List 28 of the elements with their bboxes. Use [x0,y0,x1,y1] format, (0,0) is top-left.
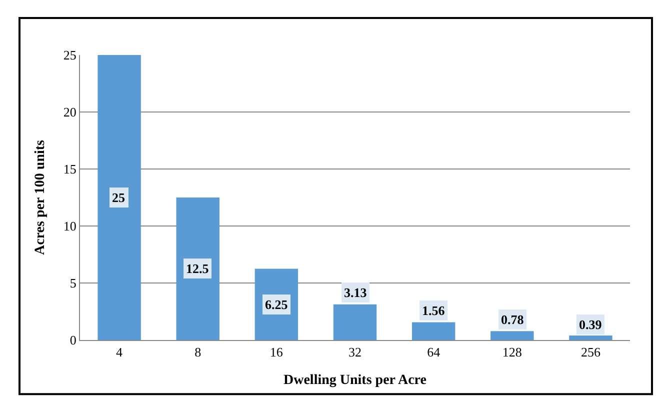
data-label: 25 [112,190,126,205]
x-tick-label: 256 [580,344,601,360]
bar [490,331,534,340]
data-label: 12.5 [186,261,210,276]
x-axis-title: Dwelling Units per Acre [284,372,426,388]
y-tick-label: 10 [63,218,76,234]
data-label: 3.13 [344,285,368,300]
bar [98,55,141,340]
y-tick-label: 0 [70,332,76,348]
data-label: 1.56 [422,303,446,318]
data-label: 0.78 [501,312,524,327]
y-tick-label: 20 [63,104,76,120]
x-tick-label: 8 [194,344,202,360]
x-tick-label: 16 [270,344,284,360]
y-tick-label: 25 [63,48,76,63]
data-label: 0.39 [579,317,602,332]
x-tick-label: 4 [116,344,124,360]
y-axis-title: Acres per 100 units [33,139,48,255]
x-tick-label: 32 [348,344,362,360]
y-tick-label: 5 [70,276,76,291]
bar [176,198,220,340]
x-tick-label: 128 [502,344,522,360]
bar [333,304,377,340]
bar [569,336,612,340]
data-label: 6.25 [265,297,288,312]
x-tick-label: 64 [427,344,441,360]
bar [412,322,456,340]
y-tick-label: 15 [63,162,76,177]
